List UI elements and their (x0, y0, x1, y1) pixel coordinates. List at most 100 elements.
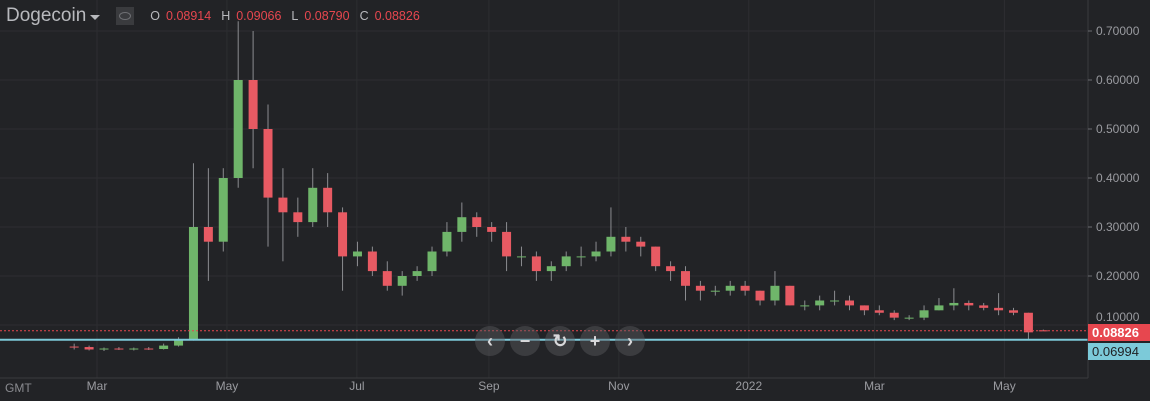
candle-body (949, 302, 959, 306)
open-label: O (150, 9, 161, 23)
candle-body (606, 236, 616, 252)
candle-body (248, 80, 258, 129)
candle-body (487, 227, 497, 232)
candle-body (934, 305, 944, 311)
candle-body (561, 256, 571, 267)
zoom-out-icon[interactable]: − (510, 326, 540, 356)
candle-body (785, 285, 795, 306)
chevron-left-icon[interactable]: ‹ (475, 326, 505, 356)
candle-body (591, 251, 601, 257)
candle-body (830, 300, 840, 302)
candle-body (278, 197, 288, 213)
candle-body (203, 227, 213, 242)
candle-body (457, 217, 467, 232)
close-value: 0.08826 (374, 9, 420, 23)
x-tick-label: Mar (864, 379, 885, 393)
candle-body (845, 300, 854, 306)
candle-body (576, 256, 586, 258)
candle-body (919, 310, 929, 318)
high-label: H (221, 9, 231, 23)
time-axis[interactable]: Mar May Jul Sep Nov 2022 Mar May (87, 379, 1016, 393)
candle-body (442, 231, 452, 252)
x-tick-label: Nov (608, 379, 629, 393)
candle-body (755, 290, 765, 301)
candle-body (621, 236, 631, 242)
candle-body (174, 339, 184, 346)
x-tick-label: 2022 (735, 379, 762, 393)
timezone-label[interactable]: GMT (5, 381, 32, 395)
price-lines (0, 330, 1088, 341)
candle-body (218, 178, 228, 242)
last-price-label: 0.08826 (1088, 323, 1150, 341)
x-tick-label: Mar (87, 379, 108, 393)
x-tick-label: May (216, 379, 239, 393)
candles (69, 21, 1048, 351)
candle-body (815, 300, 825, 306)
chart-header: Dogecoin O 0.08914 H 0.09066 L 0.08790 C 0.0… (6, 4, 424, 28)
y-tick-label: 0.30000 (1096, 220, 1140, 234)
chevron-right-icon[interactable]: › (615, 326, 645, 356)
candle-body (889, 312, 899, 318)
y-tick-label: 0.60000 (1096, 73, 1140, 87)
candle-body (666, 266, 676, 272)
candle-body (651, 246, 661, 267)
price-axis[interactable]: 0.10000 0.20000 0.30000 0.40000 0.50000 0.600… (1088, 24, 1140, 326)
candle-body (233, 80, 243, 178)
low-value: 0.08790 (304, 9, 350, 23)
open-value: 0.08914 (166, 9, 212, 23)
close-label: C (359, 9, 369, 23)
candle-body (427, 251, 437, 272)
y-tick-label: 0.10000 (1096, 310, 1140, 324)
candle-body (964, 302, 974, 306)
candle-body (144, 348, 154, 350)
symbol-selector[interactable]: Dogecoin (6, 5, 101, 27)
candle-body (338, 212, 348, 257)
candle-body (979, 305, 989, 308)
candle-body (710, 290, 720, 292)
reset-icon[interactable]: ↻ (545, 326, 575, 356)
candle-body (994, 307, 1004, 311)
y-tick-label: 0.50000 (1096, 122, 1140, 136)
candle-body (636, 241, 646, 247)
candle-body (859, 305, 869, 311)
candle-body (502, 231, 512, 257)
candle-body (114, 348, 124, 350)
x-tick-label: Sep (478, 379, 500, 393)
y-tick-label: 0.20000 (1096, 269, 1140, 283)
eye-icon[interactable] (116, 7, 135, 25)
candle-body (725, 285, 735, 291)
candle-body (695, 285, 705, 291)
candle-body (69, 346, 79, 348)
candle-body (263, 129, 273, 198)
candle-body (397, 276, 407, 286)
grid (0, 0, 1088, 378)
candle-body (740, 285, 750, 291)
zoom-in-icon[interactable]: + (580, 326, 610, 356)
x-tick-label: Jul (349, 379, 364, 393)
ohlc-readout: O 0.08914 H 0.09066 L 0.08790 C 0.08826 (150, 9, 424, 23)
candle-body (367, 251, 377, 272)
horizontal-line-label: 0.06994 (1088, 342, 1150, 360)
candle-body (308, 187, 318, 223)
candle-body (129, 348, 139, 350)
candle-body (352, 251, 362, 257)
chart-navigation: ‹ − ↻ + › (475, 326, 645, 356)
candle-body (472, 217, 482, 227)
y-tick-label: 0.40000 (1096, 171, 1140, 185)
candle-body (770, 285, 780, 301)
candle-body (412, 271, 422, 276)
y-tick-label: 0.70000 (1096, 24, 1140, 38)
candle-body (323, 187, 333, 213)
candle-body (680, 271, 690, 286)
candle-body (800, 305, 810, 307)
candle-body (516, 256, 526, 258)
caret-down-icon (90, 14, 101, 20)
symbol-name: Dogecoin (6, 5, 87, 26)
candle-body (1023, 312, 1033, 333)
candle-body (99, 348, 109, 350)
candle-body (1038, 330, 1048, 332)
candle-body (382, 271, 392, 286)
candle-body (159, 345, 169, 350)
candle-body (904, 317, 914, 319)
